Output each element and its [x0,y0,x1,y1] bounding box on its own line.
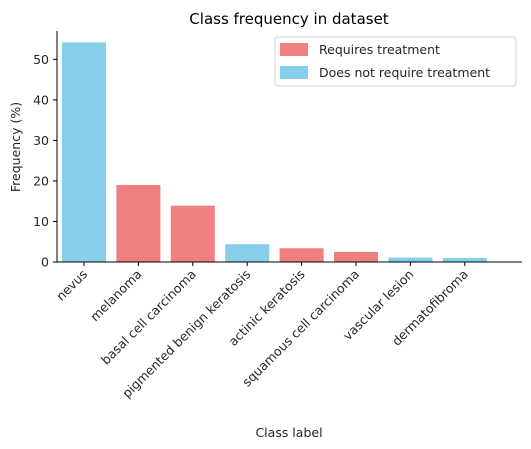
legend-label-does-not-require-treatment: Does not require treatment [319,65,490,80]
y-tick-label: 40 [33,92,49,107]
bar-dermatofibroma [442,257,487,262]
y-tick-label: 20 [33,173,49,188]
legend: Requires treatment Does not require trea… [274,36,517,87]
bar-nevus [62,42,106,263]
x-tick-label: nevus [53,267,90,304]
y-tick-label: 30 [33,133,49,148]
legend-swatch-requires-treatment [280,43,308,56]
legend-frame [274,36,517,87]
x-tick-label: basal cell carcinoma [98,267,199,368]
legend-swatch-does-not-require-treatment [280,66,308,79]
y-tick-label: 10 [33,214,49,229]
y-tick-label: 0 [41,255,49,270]
bar-vascular-lesion [388,257,433,262]
bar-pigmented-benign-keratosis [225,244,270,262]
legend-label-requires-treatment: Requires treatment [319,42,440,57]
x-axis-label: Class label [255,425,322,440]
bar-basal-cell-carcinoma [170,205,215,262]
y-tick-label: 50 [33,52,49,67]
x-tick-label: melanoma [87,267,145,325]
bar-melanoma [116,185,161,262]
y-axis-label: Frequency (%) [8,102,23,192]
bar-squamous-cell-carcinoma [334,251,378,262]
bar-actinic-keratosis [279,248,324,262]
chart-title: Class frequency in dataset [189,10,389,28]
